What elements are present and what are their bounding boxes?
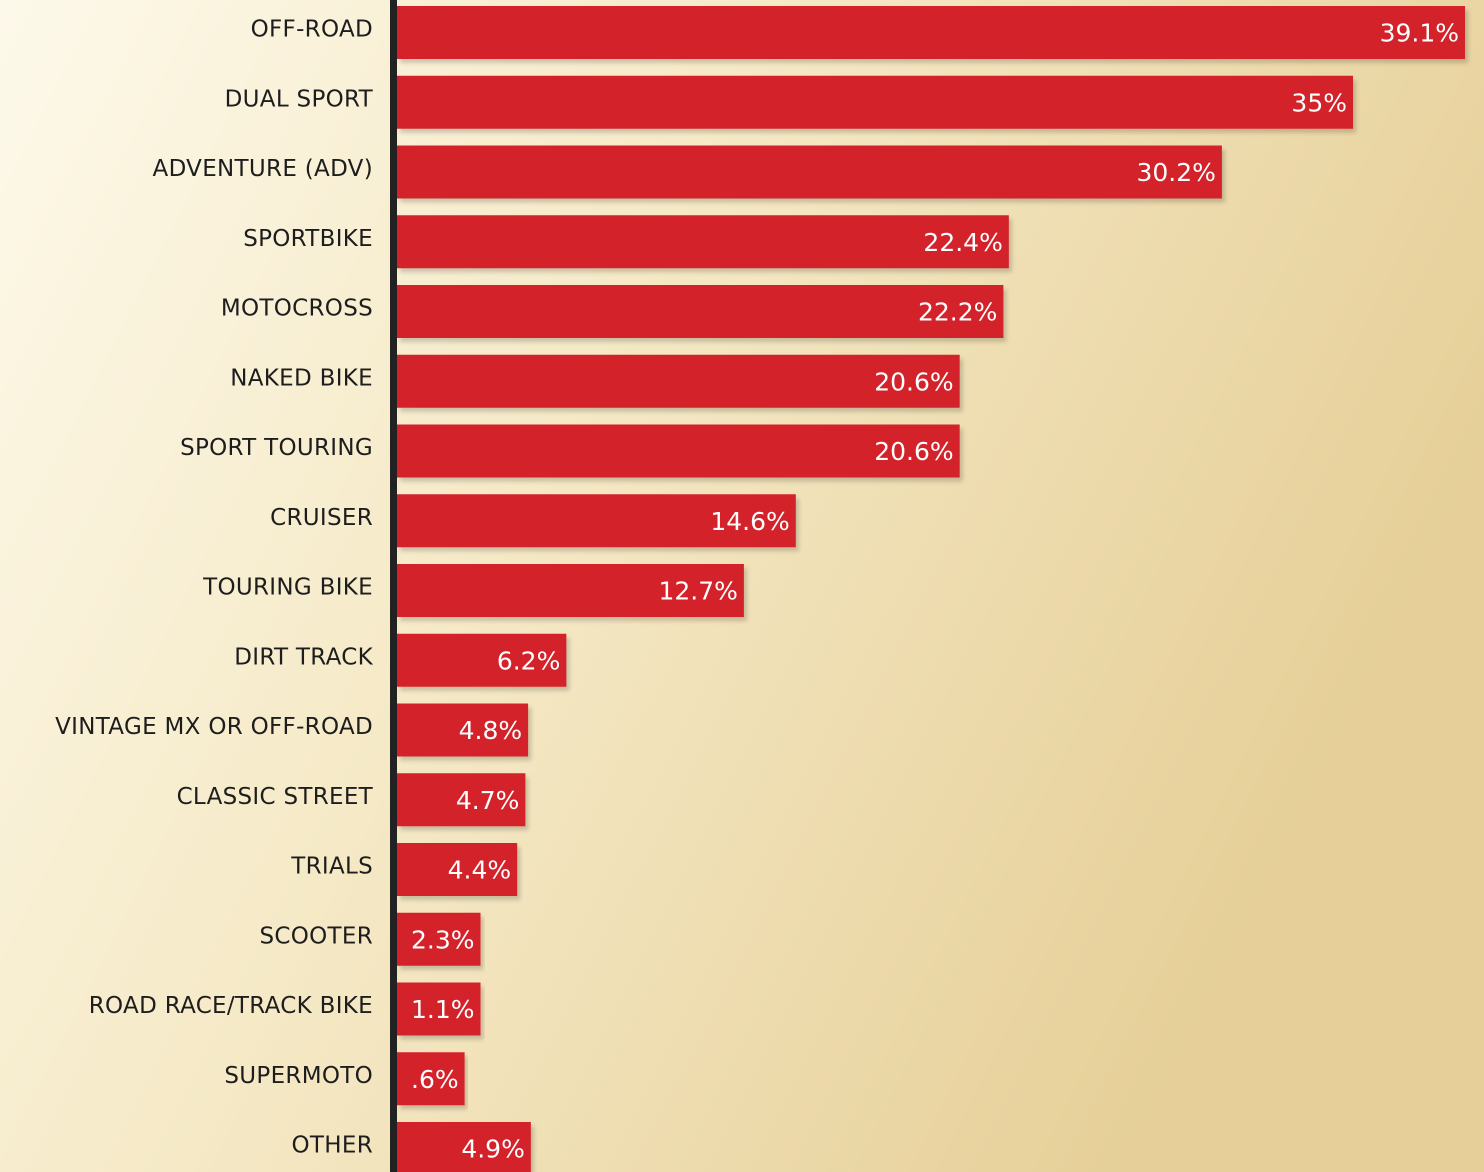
- category-label: ROAD RACE/TRACK BIKE: [89, 993, 373, 1019]
- value-label: 4.8%: [459, 716, 523, 745]
- value-label: 20.6%: [874, 367, 953, 396]
- category-label: NAKED BIKE: [230, 365, 373, 391]
- category-label: SPORT TOURING: [180, 435, 373, 461]
- value-label: 14.6%: [710, 507, 789, 536]
- axis-line: [390, 0, 397, 1172]
- value-label: 1.1%: [411, 995, 475, 1024]
- category-label: MOTOCROSS: [221, 296, 373, 322]
- category-label: SCOOTER: [259, 923, 373, 949]
- category-label: SUPERMOTO: [224, 1063, 373, 1089]
- category-label: ADVENTURE (ADV): [153, 156, 373, 182]
- category-label: TOURING BIKE: [202, 575, 373, 601]
- category-label: DIRT TRACK: [234, 644, 373, 670]
- category-label: TRIALS: [290, 854, 373, 880]
- value-label: 39.1%: [1380, 19, 1459, 48]
- value-label: 4.4%: [448, 856, 512, 885]
- bar: [397, 146, 1222, 199]
- value-label: 20.6%: [874, 437, 953, 466]
- category-label: CRUISER: [270, 505, 373, 531]
- bar: [397, 285, 1003, 338]
- category-label: OFF-ROAD: [251, 17, 373, 43]
- value-label: 22.4%: [923, 228, 1002, 257]
- bar: [397, 76, 1353, 129]
- value-label: 12.7%: [658, 577, 737, 606]
- chart: OFF-ROAD 39.1% DUAL SPORT 35% ADVENTURE (ADV…: [0, 0, 1484, 1172]
- value-label: 2.3%: [411, 925, 475, 954]
- value-label: 35%: [1291, 88, 1347, 117]
- value-label: 6.2%: [497, 646, 561, 675]
- bar: [397, 215, 1009, 268]
- value-label: 4.7%: [456, 786, 520, 815]
- category-label: VINTAGE MX OR OFF-ROAD: [55, 714, 373, 740]
- value-label: 30.2%: [1136, 158, 1215, 187]
- category-label: OTHER: [292, 1133, 373, 1159]
- bar: [397, 6, 1465, 59]
- value-label: 4.9%: [461, 1135, 525, 1164]
- value-label: .6%: [411, 1065, 459, 1094]
- category-label: DUAL SPORT: [225, 86, 374, 112]
- value-label: 22.2%: [918, 298, 997, 327]
- category-label: SPORTBIKE: [243, 226, 373, 252]
- category-label: CLASSIC STREET: [177, 784, 374, 810]
